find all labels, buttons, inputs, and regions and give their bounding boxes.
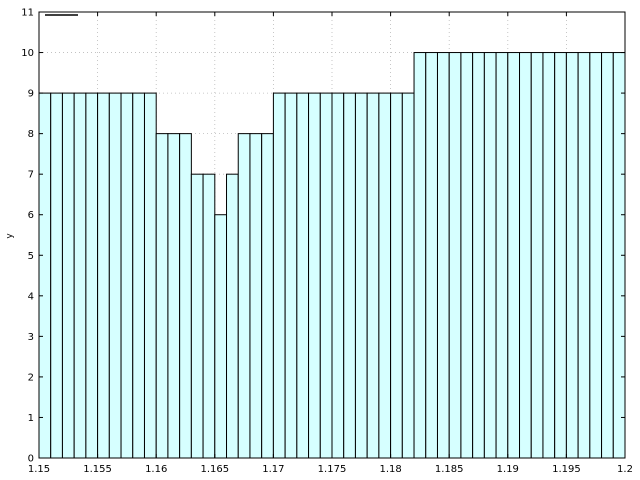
y-tick-label: 10 [21,48,34,59]
y-tick-label: 8 [28,129,34,140]
histogram-bar [565,52,579,459]
histogram-bar [460,52,474,459]
y-tick-label: 7 [28,170,34,181]
x-tick-label: 1.19 [497,464,519,475]
histogram-bar [542,52,556,459]
y-tick-label: 0 [28,454,34,465]
histogram-bar [554,52,567,459]
histogram-bar [390,92,403,459]
x-tick-label: 1.195 [552,464,581,475]
histogram-bar [155,133,169,459]
histogram-bar [108,92,122,459]
y-axis-label: y [5,233,15,239]
y-tick-label: 11 [21,8,34,19]
histogram-bar [507,52,521,459]
histogram-bar [237,133,251,459]
histogram-bar [519,52,532,459]
x-axis-ticks: 1.15 1.155 1.16 1.165 1.17 1.175 1.18 1.185 1.19… [28,12,633,475]
y-tick-label: 6 [28,210,34,221]
x-tick-label: 1.18 [379,464,401,475]
histogram-bar [308,92,321,459]
y-tick-label: 4 [28,291,34,302]
bars [38,52,626,459]
histogram-bar [85,92,99,459]
histogram-bar [284,92,298,459]
histogram-bar [261,133,274,459]
histogram-bar [50,92,63,459]
histogram-bar [495,52,509,459]
histogram-bar [97,92,110,459]
histogram-bar [179,133,192,459]
histogram-bar [472,52,485,459]
histogram-bar [530,52,544,459]
histogram-bar [401,92,415,459]
histogram-bar [272,92,286,459]
x-tick-label: 1.185 [435,464,464,475]
histogram-bar [601,52,614,459]
histogram-bar [425,52,438,459]
x-tick-label: 1.17 [262,464,284,475]
histogram-bar [214,214,228,459]
histogram-bar [190,173,204,459]
histogram-bar [366,92,380,459]
y-tick-label: 2 [28,372,34,383]
histogram-bar [249,133,263,459]
x-tick-label: 1.165 [200,464,229,475]
histogram-bar [202,173,216,459]
histogram-bar [296,92,310,459]
histogram-bar [589,52,603,459]
histogram-bar [483,52,497,459]
x-tick-label: 1.155 [83,464,112,475]
histogram-bar [73,92,87,459]
histogram-bar [343,92,356,459]
histogram-bar [448,52,462,459]
y-tick-label: 1 [28,413,34,424]
histogram-bar [226,173,239,459]
y-tick-label: 3 [28,332,34,343]
histogram-bar [120,92,134,459]
histogram-bar [132,92,145,459]
histogram-bar [143,92,157,459]
histogram-bar [38,92,52,459]
histogram-bar [577,52,591,459]
histogram-bar [413,52,427,459]
histogram-bar [378,92,392,459]
histogram-bar [436,52,450,459]
x-tick-label: 1.15 [28,464,50,475]
histogram-bar [319,92,333,459]
x-tick-label: 1.175 [318,464,347,475]
y-axis-ticks: 0 1 2 3 4 5 6 7 8 9 10 11 [21,8,625,465]
x-tick-label: 1.2 [617,464,633,475]
y-tick-label: 5 [28,251,34,262]
x-tick-label: 1.16 [145,464,167,475]
histogram-bar [354,92,368,459]
histogram-bar [331,92,345,459]
histogram-bar [61,92,75,459]
histogram-bar [167,133,181,459]
y-tick-label: 9 [28,89,34,100]
